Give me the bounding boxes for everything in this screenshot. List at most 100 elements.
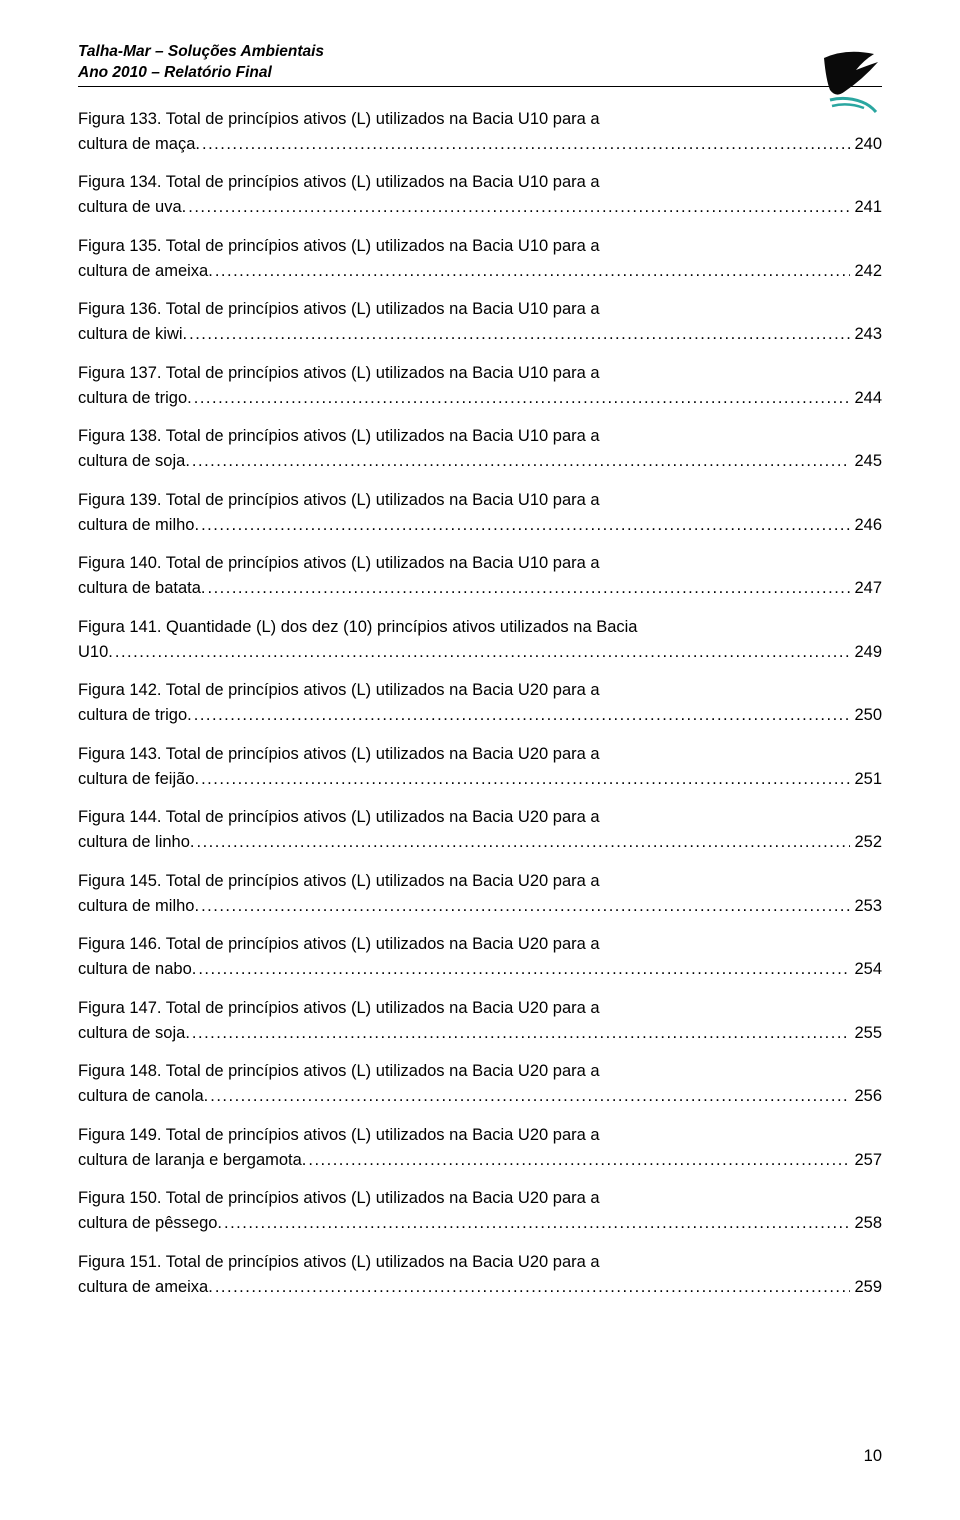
toc-entry-text-line2: cultura de trigo. [78, 703, 192, 728]
page-number: 10 [864, 1447, 882, 1466]
toc-entry-lastline: cultura de ameixa. .....................… [78, 1275, 882, 1300]
toc-entry-page: 241 [850, 195, 882, 220]
dot-leader: ........................................… [192, 386, 851, 411]
toc-entry: Figura 147. Total de princípios ativos (… [78, 996, 882, 1046]
toc-entry-page: 253 [850, 894, 882, 919]
toc-entry: Figura 149. Total de princípios ativos (… [78, 1123, 882, 1173]
toc-entry-text-line2: cultura de canola. [78, 1084, 208, 1109]
toc-entry-text-line1: Figura 139. Total de princípios ativos (… [78, 488, 882, 513]
toc-entry-lastline: cultura de linho. ......................… [78, 830, 882, 855]
toc-entry: Figura 136. Total de princípios ativos (… [78, 297, 882, 347]
toc-entry-text-line1: Figura 151. Total de princípios ativos (… [78, 1250, 882, 1275]
dot-leader: ........................................… [186, 195, 850, 220]
toc-entry-text-line1: Figura 143. Total de princípios ativos (… [78, 742, 882, 767]
dot-leader: ........................................… [190, 449, 851, 474]
toc-entry-text-line1: Figura 150. Total de princípios ativos (… [78, 1186, 882, 1211]
toc-entry-text-line1: Figura 140. Total de princípios ativos (… [78, 551, 882, 576]
toc-entry-lastline: cultura de trigo. ......................… [78, 386, 882, 411]
dot-leader: ........................................… [199, 894, 850, 919]
toc-entry: Figura 137. Total de princípios ativos (… [78, 361, 882, 411]
toc-entry: Figura 135. Total de princípios ativos (… [78, 234, 882, 284]
toc-entry-text-line2: cultura de laranja e bergamota. [78, 1148, 306, 1173]
toc-entry-text-line2: cultura de ameixa. [78, 259, 213, 284]
toc-entry: Figura 140. Total de princípios ativos (… [78, 551, 882, 601]
toc-entry-page: 254 [850, 957, 882, 982]
dot-leader: ........................................… [199, 767, 850, 792]
toc-entry-lastline: cultura de pêssego. ....................… [78, 1211, 882, 1236]
toc-entry-text-line1: Figura 149. Total de princípios ativos (… [78, 1123, 882, 1148]
toc-entry-page: 240 [850, 132, 882, 157]
toc-entry: Figura 138. Total de princípios ativos (… [78, 424, 882, 474]
toc-entry-text-line1: Figura 145. Total de princípios ativos (… [78, 869, 882, 894]
toc-entry-page: 255 [850, 1021, 882, 1046]
toc-entry: Figura 148. Total de princípios ativos (… [78, 1059, 882, 1109]
toc-entry-page: 257 [850, 1148, 882, 1173]
toc-entry-lastline: cultura de milho. ......................… [78, 894, 882, 919]
toc-entry-text-line2: cultura de milho. [78, 513, 199, 538]
toc-entry-text-line2: cultura de pêssego. [78, 1211, 222, 1236]
toc-entries: Figura 133. Total de princípios ativos (… [78, 107, 882, 1300]
toc-entry-text-line2: cultura de linho. [78, 830, 195, 855]
dot-leader: ........................................… [213, 1275, 851, 1300]
dot-leader: ........................................… [213, 259, 851, 284]
toc-entry-page: 244 [850, 386, 882, 411]
dot-leader: ........................................… [190, 1021, 851, 1046]
dot-leader: ........................................… [196, 957, 850, 982]
toc-entry-text-line2: cultura de uva. [78, 195, 186, 220]
toc-entry-page: 252 [850, 830, 882, 855]
toc-entry-page: 251 [850, 767, 882, 792]
toc-entry-text-line1: Figura 137. Total de princípios ativos (… [78, 361, 882, 386]
dot-leader: ........................................… [195, 830, 851, 855]
toc-entry-page: 242 [850, 259, 882, 284]
toc-entry-text-line1: Figura 135. Total de princípios ativos (… [78, 234, 882, 259]
toc-entry-lastline: cultura de soja. .......................… [78, 1021, 882, 1046]
toc-entry-page: 250 [850, 703, 882, 728]
toc-entry-text-line2: cultura de soja. [78, 449, 190, 474]
toc-entry-text-line2: cultura de feijão. [78, 767, 199, 792]
toc-entry-lastline: U10. ...................................… [78, 640, 882, 665]
toc-entry-lastline: cultura de feijão. .....................… [78, 767, 882, 792]
toc-entry-text-line1: Figura 138. Total de princípios ativos (… [78, 424, 882, 449]
toc-entry-text-line2: cultura de maça. [78, 132, 200, 157]
toc-entry-text-line1: Figura 142. Total de princípios ativos (… [78, 678, 882, 703]
dot-leader: ........................................… [306, 1148, 850, 1173]
toc-entry-lastline: cultura de kiwi. .......................… [78, 322, 882, 347]
dot-leader: ........................................… [113, 640, 851, 665]
toc-entry: Figura 145. Total de princípios ativos (… [78, 869, 882, 919]
toc-entry-lastline: cultura de nabo. .......................… [78, 957, 882, 982]
toc-entry-text-line1: Figura 136. Total de princípios ativos (… [78, 297, 882, 322]
toc-entry-page: 246 [850, 513, 882, 538]
header-line2: Ano 2010 – Relatório Final [78, 63, 882, 84]
toc-entry-text-line2: cultura de kiwi. [78, 322, 187, 347]
toc-entry-page: 256 [850, 1084, 882, 1109]
toc-entry: Figura 151. Total de princípios ativos (… [78, 1250, 882, 1300]
toc-entry-text-line2: U10. [78, 640, 113, 665]
toc-entry: Figura 133. Total de princípios ativos (… [78, 107, 882, 157]
header-line1: Talha-Mar – Soluções Ambientais [78, 42, 882, 63]
toc-entry-page: 258 [850, 1211, 882, 1236]
toc-entry: Figura 143. Total de princípios ativos (… [78, 742, 882, 792]
toc-entry-text-line2: cultura de milho. [78, 894, 199, 919]
toc-entry: Figura 144. Total de princípios ativos (… [78, 805, 882, 855]
toc-entry-page: 247 [850, 576, 882, 601]
dot-leader: ........................................… [222, 1211, 850, 1236]
toc-entry: Figura 141. Quantidade (L) dos dez (10) … [78, 615, 882, 665]
toc-entry-text-line2: cultura de ameixa. [78, 1275, 213, 1300]
toc-entry-text-line2: cultura de nabo. [78, 957, 196, 982]
dot-leader: ........................................… [208, 1084, 850, 1109]
dot-leader: ........................................… [192, 703, 851, 728]
toc-entry-page: 259 [850, 1275, 882, 1300]
toc-entry-lastline: cultura de batata. .....................… [78, 576, 882, 601]
toc-entry-text-line1: Figura 148. Total de princípios ativos (… [78, 1059, 882, 1084]
toc-entry-lastline: cultura de trigo. ......................… [78, 703, 882, 728]
toc-entry-text-line2: cultura de batata. [78, 576, 206, 601]
toc-entry-lastline: cultura de laranja e bergamota. ........… [78, 1148, 882, 1173]
toc-entry-text-line2: cultura de trigo. [78, 386, 192, 411]
toc-entry-lastline: cultura de maça. .......................… [78, 132, 882, 157]
dot-leader: ........................................… [187, 322, 850, 347]
toc-entry-text-line1: Figura 147. Total de princípios ativos (… [78, 996, 882, 1021]
toc-entry: Figura 142. Total de princípios ativos (… [78, 678, 882, 728]
toc-entry-page: 245 [850, 449, 882, 474]
dot-leader: ........................................… [199, 513, 850, 538]
toc-entry-page: 243 [850, 322, 882, 347]
